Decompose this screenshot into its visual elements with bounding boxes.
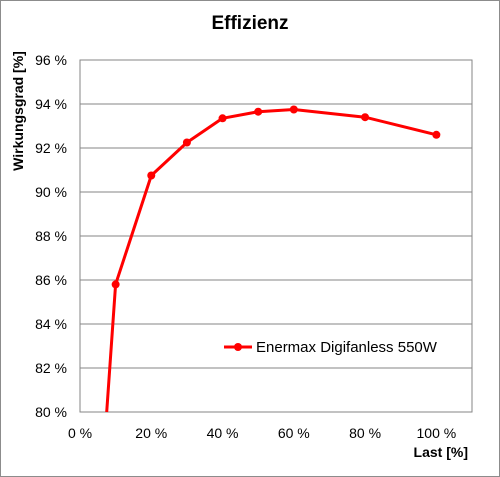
x-tick-label: 20 % <box>135 425 167 441</box>
x-tick-label: 40 % <box>207 425 239 441</box>
legend-swatch-marker <box>234 343 242 351</box>
y-tick-label: 80 % <box>35 404 67 420</box>
data-point <box>432 130 441 139</box>
x-tick-label: 60 % <box>278 425 310 441</box>
x-tick-label: 0 % <box>68 425 92 441</box>
legend: Enermax Digifanless 550W <box>224 339 438 356</box>
y-tick-label: 96 % <box>35 52 67 68</box>
plot-area <box>79 59 473 413</box>
data-point <box>218 114 227 123</box>
data-point <box>361 113 370 122</box>
x-tick-label: 100 % <box>417 425 457 441</box>
series-layer <box>105 105 441 413</box>
data-point <box>289 105 298 114</box>
y-tick-label: 92 % <box>35 140 67 156</box>
data-point <box>254 107 263 116</box>
y-tick-label: 88 % <box>35 228 67 244</box>
legend-label: Enermax Digifanless 550W <box>256 339 438 356</box>
y-tick-label: 86 % <box>35 272 67 288</box>
y-tick-label: 84 % <box>35 316 67 332</box>
y-axis-label: Wirkungsgrad [%] <box>10 51 26 171</box>
y-tick-label: 94 % <box>35 96 67 112</box>
y-tick-label: 82 % <box>35 360 67 376</box>
y-tick-label: 90 % <box>35 184 67 200</box>
x-axis-ticks: 0 % 20 % 40 % 60 % 80 % 100 % <box>68 425 456 441</box>
grid-lines <box>80 103 472 369</box>
x-tick-label: 80 % <box>349 425 381 441</box>
y-axis-ticks: 80 % 82 % 84 % 86 % 88 % 90 % 92 % 94 % 96 % <box>35 52 67 420</box>
data-point <box>111 280 120 289</box>
x-axis-label: Last [%] <box>414 444 468 460</box>
chart-title: Effizienz <box>211 13 288 34</box>
data-point <box>147 171 156 180</box>
series-line <box>105 108 437 413</box>
data-point <box>182 138 191 147</box>
